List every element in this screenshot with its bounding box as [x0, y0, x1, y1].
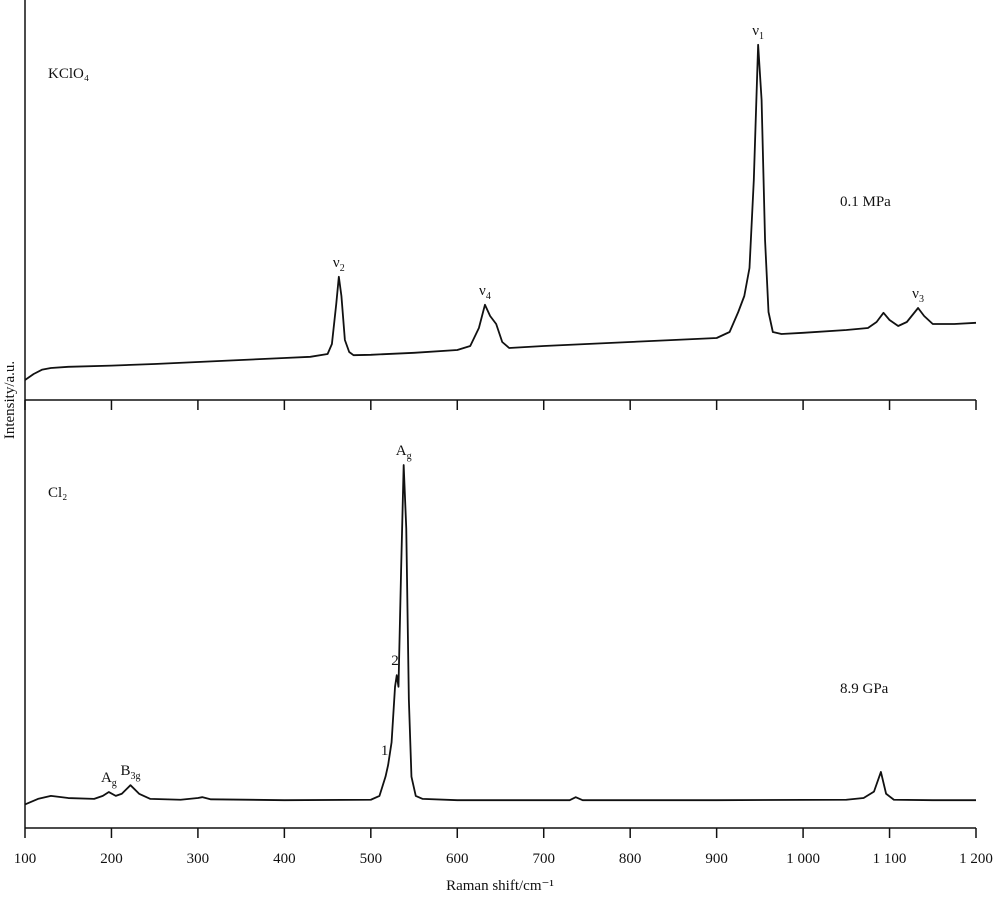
spectrum-line	[24, 464, 976, 806]
peak-label-text: 2	[391, 653, 399, 669]
peak-label-text: B	[120, 763, 130, 779]
peak-label-sub: 3g	[130, 771, 140, 782]
peak-label: 2	[391, 653, 399, 669]
x-tick-label: 100	[14, 851, 37, 867]
peak-label-text: ν	[912, 286, 919, 302]
x-axis-label: Raman shift/cm⁻¹	[446, 878, 554, 894]
peak-label-text: ν	[333, 255, 340, 271]
x-tick-label: 800	[619, 851, 642, 867]
condition-label: 0.1 MPa	[840, 194, 891, 210]
x-tick-label: 200	[100, 851, 123, 867]
peak-label: B3g	[120, 763, 140, 782]
peak-label: ν3	[912, 286, 924, 305]
x-tick-label: 1 200	[959, 851, 993, 867]
peak-label-text: A	[396, 443, 407, 459]
peak-label-sub: 2	[340, 263, 345, 274]
peak-label: ν4	[479, 283, 491, 302]
x-tick-label: 500	[360, 851, 383, 867]
x-tick-label: 400	[273, 851, 296, 867]
peak-label-sub: g	[407, 451, 412, 462]
peak-label-sub: g	[112, 778, 117, 789]
peak-label-text: ν	[752, 23, 759, 39]
peak-label: ν2	[333, 255, 345, 274]
condition-label: 8.9 GPa	[840, 681, 889, 697]
peak-label-sub: 1	[759, 31, 764, 42]
x-tick-label: 300	[187, 851, 210, 867]
peak-label-text: 1	[381, 743, 389, 759]
peak-label: Ag	[396, 443, 412, 462]
peak-label-sub: 4	[486, 291, 491, 302]
x-tick-label: 600	[446, 851, 469, 867]
peak-label-sub: 3	[919, 294, 924, 305]
panel-label: Cl₂	[48, 485, 67, 501]
peak-label-text: A	[101, 770, 112, 786]
spectrum-line	[24, 43, 977, 381]
peak-label: ν1	[752, 23, 764, 42]
peak-label-text: ν	[479, 283, 486, 299]
y-axis-label: Intensity/a.u.	[2, 361, 18, 439]
panel-label: KClO₄	[48, 66, 89, 82]
x-tick-label: 1 000	[786, 851, 820, 867]
peak-label: 1	[381, 743, 389, 759]
peak-label: Ag	[101, 770, 117, 789]
x-tick-label: 900	[705, 851, 728, 867]
x-tick-label: 1 100	[873, 851, 907, 867]
x-tick-label: 700	[532, 851, 555, 867]
